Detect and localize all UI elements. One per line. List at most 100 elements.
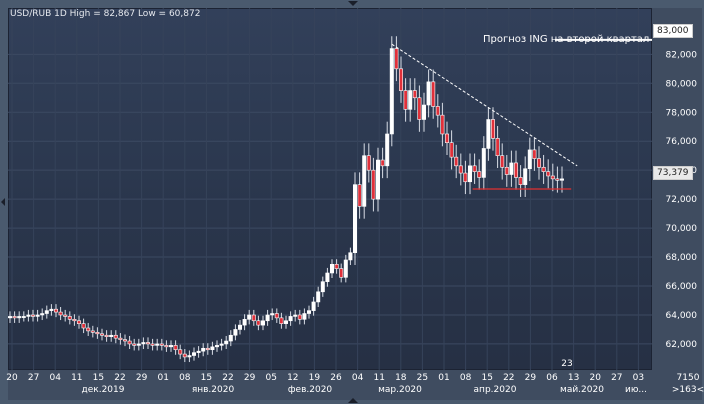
y-tick-label: 78,000 [666,108,698,118]
candle-body [334,263,339,269]
candle-body [486,119,491,149]
candle-body [219,343,224,346]
candle-body [132,343,137,346]
candle-body [182,353,187,358]
candle-body [146,342,151,345]
scroll-value-2: >163< [672,385,704,395]
candle-body [412,90,417,99]
candle-body [205,347,210,351]
candle-body [95,332,100,335]
candle-body [283,320,288,324]
candle-body [150,343,155,346]
x-tick-label: 03 [633,373,644,383]
x-tick-label: 26 [330,373,342,383]
candle-body [311,301,316,311]
y-tick-label: 64,000 [666,311,698,321]
x-month-label: ию... [625,385,647,395]
candle-body [265,314,270,322]
candle-body [329,263,334,274]
candle-body [513,162,518,178]
candle-body [546,171,551,177]
candle-body [127,340,132,345]
x-tick-label: 06 [546,373,558,383]
x-tick-label: 27 [611,373,622,383]
y-tick-label: 62,000 [666,340,698,350]
candle-body [238,324,243,330]
x-month-label: дек.2019 [82,385,125,395]
x-tick-label: 27 [28,373,39,383]
x-month-label: май.2020 [560,385,604,395]
scroll-up-icon[interactable] [348,1,358,6]
candle-body [164,345,169,348]
x-tick-label: 25 [417,373,428,383]
candle-body [247,314,252,320]
candle-body [550,175,555,180]
candle-body [233,329,238,336]
candle-body [490,119,495,139]
candle-body [398,68,403,91]
candle-body [352,184,357,254]
candle-body [362,155,367,207]
candle-body [403,90,408,110]
x-tick-label: 20 [6,373,18,383]
forecast-level-label: 83,000 [653,24,693,38]
scroll-down-icon[interactable] [348,398,358,403]
candle-body [196,350,201,353]
x-tick-label: 22 [503,373,514,383]
candle-body [527,149,532,170]
candle-body [541,166,546,172]
candle-body [380,159,385,167]
candle-body [375,159,380,200]
candle-body [141,342,146,345]
x-tick-label: 13 [568,373,579,383]
x-tick-label: 29 [136,373,148,383]
candle-body [178,349,183,355]
price-axis[interactable] [652,8,702,370]
x-tick-label: 11 [373,373,384,383]
y-tick-label: 68,000 [666,253,698,263]
x-tick-label: 15 [481,373,492,383]
candle-body [366,155,371,171]
candle-body [408,90,413,110]
candle-body [113,334,118,339]
x-tick-label: 04 [352,373,364,383]
candle-body [316,291,321,303]
x-tick-label: 22 [222,373,233,383]
candle-body [458,165,463,174]
candle-body [371,169,376,200]
candle-body [136,343,141,346]
x-tick-label: 05 [265,373,276,383]
candle-body [201,347,206,352]
x-tick-label: 08 [460,373,472,383]
candle-body [500,155,505,168]
axis-corner [652,370,702,400]
candle-body [155,343,160,346]
time-axis[interactable] [8,370,652,400]
y-tick-label: 80,000 [666,79,698,89]
candle-body [449,142,454,158]
candle-body [339,268,344,278]
candle-body [555,178,560,181]
candle-body [215,345,220,348]
candle-body [417,97,422,120]
candle-body [53,308,58,313]
y-tick-label: 72,000 [666,195,698,205]
scroll-left-icon[interactable] [1,198,5,206]
scroll-value: 7150 [677,373,700,383]
candle-body [559,178,564,181]
candle-body [385,133,390,167]
x-tick-label: 15 [93,373,104,383]
y-tick-label: 70,000 [666,224,698,234]
candle-body [477,171,482,178]
candle-body [17,316,22,319]
candle-body [58,311,63,316]
candle-body [306,310,311,314]
candle-body [187,355,192,358]
y-tick-label: 82,000 [666,50,698,60]
candle-body [109,334,114,337]
candle-body [100,333,105,336]
candle-body [260,320,265,326]
candle-body [251,314,256,322]
candle-body [67,316,72,320]
